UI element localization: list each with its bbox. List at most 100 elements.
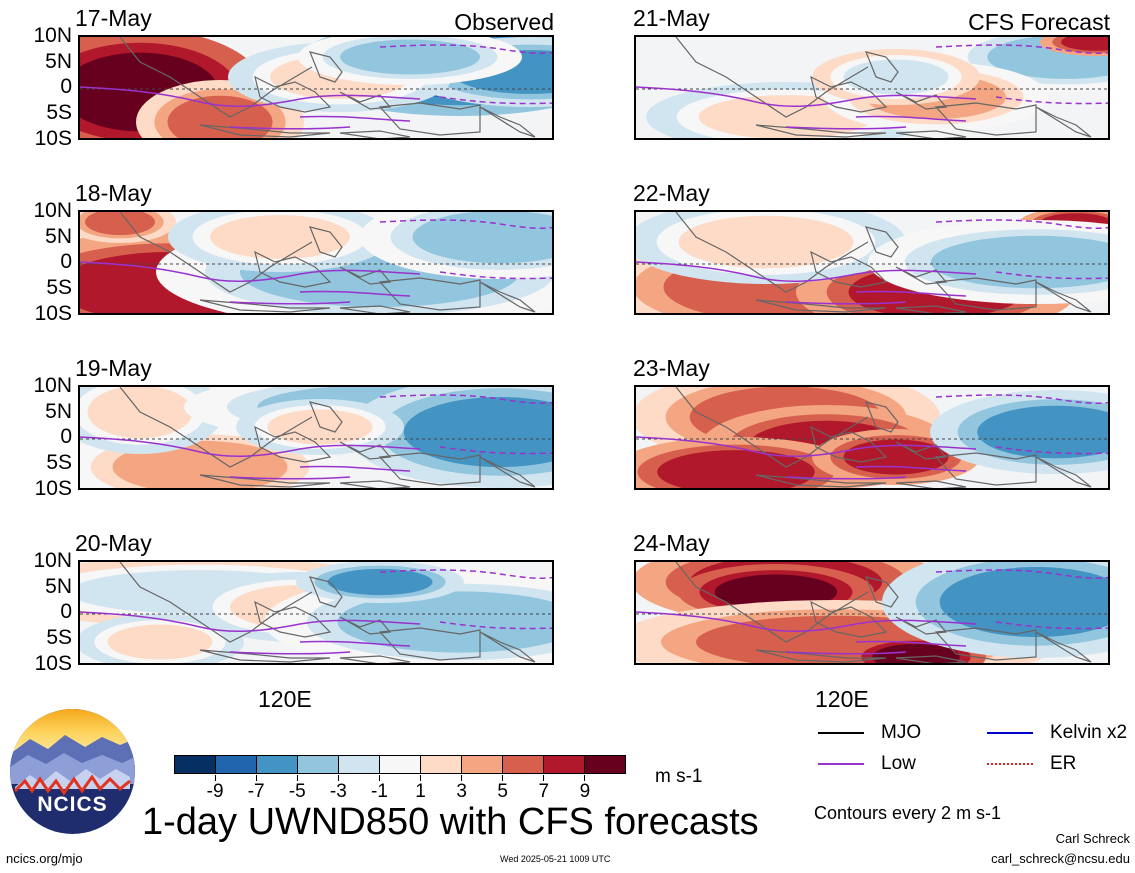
lat-tick-label: 0 (60, 600, 72, 623)
colorbar-tick (296, 775, 298, 781)
wind-anomaly-blob (872, 643, 960, 663)
wind-anomaly-blob (678, 215, 854, 269)
low-contour-negative (935, 569, 1108, 630)
wind-anomaly-blob (85, 212, 155, 236)
colorbar-tick-label: -3 (329, 781, 347, 802)
legend-line-kelvin (987, 731, 1033, 734)
coastline (119, 387, 536, 488)
footer-timestamp: Wed 2025-05-21 1009 UTC (500, 854, 611, 864)
wind-anomaly-blob (843, 59, 949, 95)
legend-item-low: Low (818, 754, 916, 773)
main-title: 1-day UWND850 with CFS forecasts (142, 801, 759, 843)
colorbar-tick-label: -9 (206, 781, 224, 802)
lat-tick-label: 5N (45, 574, 72, 598)
map-panel-observed-18-may (78, 210, 554, 315)
wind-anomaly-blob (107, 624, 213, 660)
lat-tick-label: 0 (60, 250, 72, 273)
panel-date-label: 20-May (75, 530, 152, 556)
colorbar-tick (214, 775, 216, 781)
map-panel-forecast-24-may (634, 560, 1110, 665)
footer-email[interactable]: carl_schreck@ncsu.edu (991, 851, 1130, 866)
lat-tick-label: 5N (45, 49, 72, 73)
legend-item-kelvin: Kelvin x2 (987, 723, 1127, 742)
low-contour (636, 611, 977, 655)
colorbar-swatch (257, 756, 298, 773)
lat-tick-label: 5S (46, 450, 72, 474)
lat-tick-label: 5S (46, 100, 72, 124)
coastline (675, 37, 1092, 138)
colorbar-tick-label: -7 (247, 781, 265, 802)
wind-anomaly-blob (1061, 37, 1108, 51)
legend-line-mjo (818, 731, 864, 734)
map-panel-observed-20-may (78, 560, 554, 665)
colorbar-tick-label: 7 (538, 781, 550, 802)
lat-tick-label: 0 (60, 425, 72, 448)
colorbar-tick (584, 775, 586, 781)
lat-tick-label: 10S (34, 477, 72, 500)
units-label: m s-1 (655, 766, 703, 787)
lat-tick-label: 10N (33, 549, 72, 572)
lat-tick-label: 10S (34, 652, 72, 675)
colorbar-tick-label: -1 (371, 781, 388, 802)
low-contour-negative (379, 569, 552, 630)
lat-tick-label: 10N (33, 199, 72, 222)
colorbar-swatch (462, 756, 503, 773)
panel-date-label: 21-May (633, 5, 710, 31)
colorbar-swatch (175, 756, 216, 773)
wind-anomaly-blob (340, 39, 480, 75)
colorbar-swatch (503, 756, 544, 773)
low-contour-negative (379, 394, 552, 455)
legend-line-low (818, 762, 864, 765)
wind-anomaly-blob (210, 215, 350, 259)
colorbar-swatch (298, 756, 339, 773)
panel-date-label: 17-May (75, 5, 152, 31)
panel-date-label: 24-May (633, 530, 710, 556)
coastline (119, 212, 536, 313)
colorbar-tick (255, 775, 257, 781)
footer-url[interactable]: ncics.org/mjo (6, 851, 83, 866)
colorbar-tick (378, 775, 380, 781)
legend-label: Low (881, 753, 916, 774)
colorbar (174, 755, 626, 774)
wind-anomaly-blob (843, 439, 949, 475)
wind-anomaly-blob (931, 235, 1108, 289)
map-panel-observed-17-may (78, 35, 554, 140)
coastline (675, 387, 1092, 488)
colorbar-tick-label: 1 (415, 781, 426, 802)
coastline (675, 562, 1092, 663)
colorbar-swatch (216, 756, 257, 773)
uwnd-field (80, 37, 552, 138)
lat-tick-label: 5N (45, 224, 72, 248)
wind-anomaly-blob (412, 212, 552, 264)
low-contour (80, 436, 421, 480)
uwnd-field (636, 562, 1108, 663)
ncics-logo: NCICS (10, 709, 135, 834)
uwnd-field (636, 212, 1108, 313)
uwnd-field (636, 387, 1108, 488)
low-contour-negative (935, 44, 1108, 105)
lat-tick-label: 10N (33, 24, 72, 47)
map-panel-observed-19-may (78, 385, 554, 490)
uwnd-field (80, 212, 552, 313)
legend-item-mjo: MJO (818, 723, 921, 742)
colorbar-tick-label: 9 (579, 781, 591, 802)
legend-label: ER (1050, 753, 1077, 774)
panel-date-label: 18-May (75, 180, 152, 206)
colorbar-swatch (585, 756, 625, 773)
map-panel-forecast-21-may (634, 35, 1110, 140)
low-contour-negative (379, 219, 552, 280)
colorbar-tick-label: -5 (288, 781, 306, 802)
colorbar-swatch (544, 756, 585, 773)
legend-item-er: ER (987, 754, 1076, 773)
low-contour-negative (935, 394, 1108, 455)
lat-tick-label: 10S (34, 302, 72, 325)
observed-label: Observed (454, 9, 554, 35)
colorbar-tick (420, 775, 422, 781)
contour-note: Contours every 2 m s-1 (814, 803, 1002, 823)
coastline (119, 37, 536, 138)
footer-author: Carl Schreck (1055, 831, 1130, 846)
colorbar-tick (337, 775, 339, 781)
coastline (119, 562, 536, 663)
colorbar-swatch (380, 756, 421, 773)
uwnd-field (80, 562, 552, 663)
